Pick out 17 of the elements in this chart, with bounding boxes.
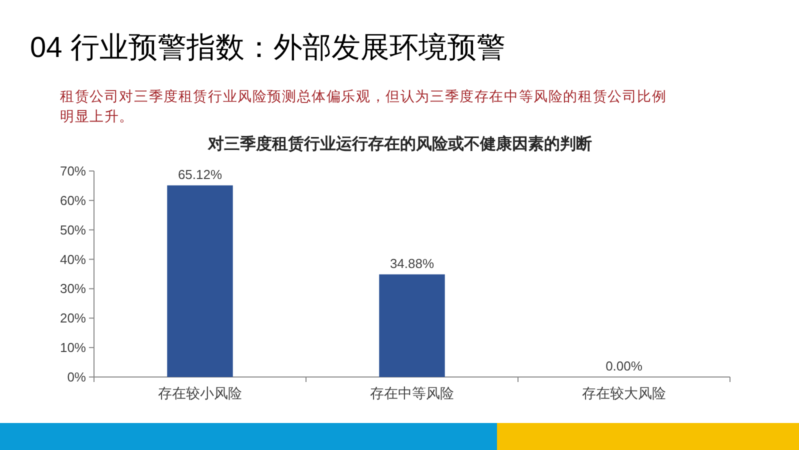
ytick-label: 0% xyxy=(67,370,86,384)
title: 04 行业预警指数：外部发展环境预警 xyxy=(30,31,506,66)
ytick-label: 20% xyxy=(60,310,86,326)
value-label: 34.88% xyxy=(390,256,434,271)
xtick-label: 存在较大风险 xyxy=(582,385,666,401)
ytick-label: 50% xyxy=(60,222,86,238)
ytick-label: 10% xyxy=(60,340,86,356)
xtick-label: 存在中等风险 xyxy=(370,385,454,401)
annotation: 租赁公司对三季度租赁行业风险预测总体偏乐观，但认为三季度存在中等风险的租赁公司比例明显上升。 xyxy=(60,87,668,126)
ytick-label: 40% xyxy=(60,252,86,267)
ytick-label: 70% xyxy=(60,164,86,178)
xtick-label: 存在较小风险 xyxy=(158,385,242,401)
subtitle: 对三季度租赁行业运行存在的风险或不健康因素的判断 xyxy=(208,135,592,155)
value-label: 65.12% xyxy=(178,166,222,182)
ytick-label: 60% xyxy=(60,192,86,208)
value-label: 0.00% xyxy=(606,358,642,374)
ytick-label: 30% xyxy=(60,281,86,296)
